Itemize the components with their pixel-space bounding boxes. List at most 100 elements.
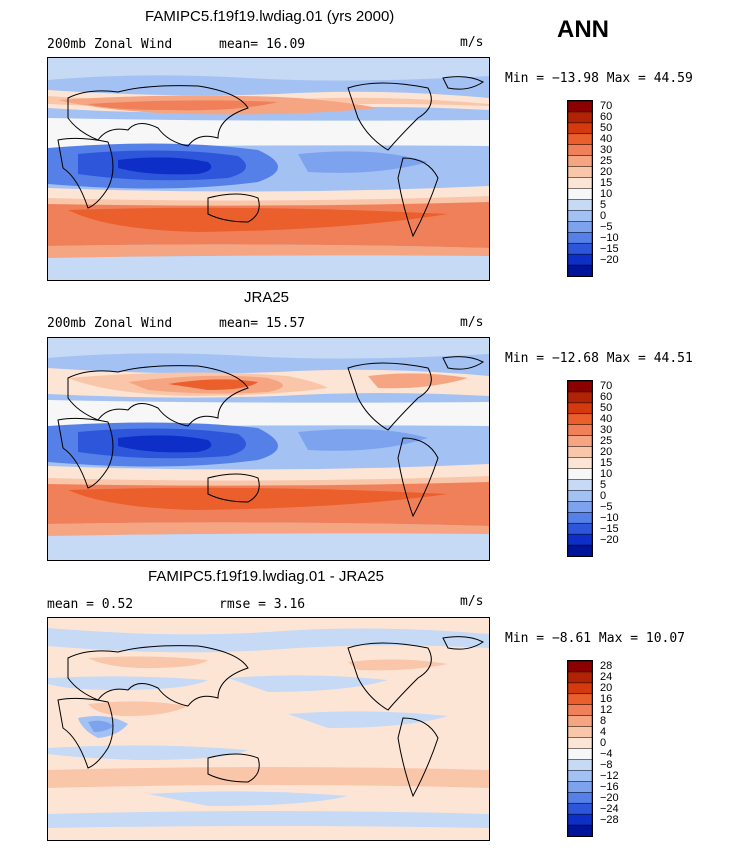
panel1-map bbox=[47, 57, 490, 281]
panel2-map bbox=[47, 337, 490, 561]
colorbar-swatch bbox=[568, 133, 592, 146]
colorbar-swatch bbox=[568, 232, 592, 244]
panel1-tick: −20 bbox=[600, 254, 619, 266]
panel2-tick: −20 bbox=[600, 534, 619, 546]
panel3-tick: 24 bbox=[600, 671, 613, 683]
colorbar-swatch bbox=[568, 748, 592, 761]
panel3-tick: 16 bbox=[600, 693, 613, 705]
panel3-rmse: rmse = 3.16 bbox=[219, 597, 306, 612]
panel1-tick: 5 bbox=[600, 199, 607, 211]
panel1-tick: −10 bbox=[600, 232, 619, 244]
panel2-tick: −5 bbox=[600, 501, 613, 513]
panel2-field-label: 200mb Zonal Wind bbox=[47, 316, 173, 331]
panel1-tick: 15 bbox=[600, 177, 613, 189]
panel3-tick: 0 bbox=[600, 737, 607, 749]
colorbar-swatch bbox=[568, 199, 592, 212]
colorbar-swatch bbox=[568, 533, 592, 546]
colorbar-swatch bbox=[568, 802, 592, 815]
panel2-tick: −15 bbox=[600, 523, 619, 535]
panel1-tick: 0 bbox=[600, 210, 607, 222]
panel1-colorbar bbox=[567, 100, 593, 277]
panel3-units: m/s bbox=[460, 594, 484, 609]
panel3-tick: −12 bbox=[600, 770, 619, 782]
colorbar-swatch bbox=[568, 781, 592, 793]
colorbar-swatch bbox=[568, 413, 592, 426]
colorbar-swatch bbox=[568, 522, 592, 535]
panel3-tick: 8 bbox=[600, 715, 607, 727]
panel3-tick: −20 bbox=[600, 792, 619, 804]
panel3-title: FAMIPC5.f19f19.lwdiag.01 - JRA25 bbox=[148, 568, 384, 585]
panel1-tick: 30 bbox=[600, 144, 613, 156]
panel3-tick: 4 bbox=[600, 726, 607, 738]
colorbar-swatch bbox=[568, 155, 592, 168]
panel3-minmax: Min = −8.61 Max = 10.07 bbox=[505, 631, 686, 646]
panel2-tick: 70 bbox=[600, 380, 613, 392]
colorbar-swatch bbox=[568, 101, 592, 113]
panel1-tick: 50 bbox=[600, 122, 613, 134]
colorbar-swatch bbox=[568, 210, 592, 223]
panel3-tick: 20 bbox=[600, 682, 613, 694]
colorbar-swatch bbox=[568, 770, 592, 783]
panel2-tick: 40 bbox=[600, 413, 613, 425]
panel1-mean: mean= 16.09 bbox=[219, 37, 306, 52]
colorbar-swatch bbox=[568, 512, 592, 524]
panel3-map bbox=[47, 617, 490, 841]
colorbar-swatch bbox=[568, 661, 592, 673]
panel1-tick: 25 bbox=[600, 155, 613, 167]
colorbar-swatch bbox=[568, 391, 592, 404]
colorbar-swatch bbox=[568, 479, 592, 492]
colorbar-swatch bbox=[568, 813, 592, 826]
colorbar-swatch bbox=[568, 166, 592, 179]
colorbar-swatch bbox=[568, 435, 592, 448]
colorbar-swatch bbox=[568, 177, 592, 190]
colorbar-swatch bbox=[568, 468, 592, 481]
colorbar-swatch bbox=[568, 737, 592, 750]
colorbar-swatch bbox=[568, 682, 592, 695]
panel1-units: m/s bbox=[460, 35, 484, 50]
panel3-tick: 28 bbox=[600, 660, 613, 672]
colorbar-swatch bbox=[568, 704, 592, 717]
colorbar-swatch bbox=[568, 544, 592, 556]
panel3-mean: mean = 0.52 bbox=[47, 597, 134, 612]
panel3-tick: −4 bbox=[600, 748, 613, 760]
colorbar-swatch bbox=[568, 490, 592, 503]
panel2-tick: 15 bbox=[600, 457, 613, 469]
panel2-tick: 5 bbox=[600, 479, 607, 491]
panel2-minmax: Min = −12.68 Max = 44.51 bbox=[505, 351, 693, 366]
panel2-tick: −10 bbox=[600, 512, 619, 524]
colorbar-swatch bbox=[568, 122, 592, 135]
colorbar-swatch bbox=[568, 264, 592, 276]
panel3-tick: 12 bbox=[600, 704, 613, 716]
colorbar-swatch bbox=[568, 253, 592, 266]
panel1-tick: 20 bbox=[600, 166, 613, 178]
panel2-mean: mean= 15.57 bbox=[219, 316, 306, 331]
colorbar-swatch bbox=[568, 759, 592, 772]
panel3-tick: −16 bbox=[600, 781, 619, 793]
colorbar-swatch bbox=[568, 457, 592, 470]
panel2-tick: 50 bbox=[600, 402, 613, 414]
panel2-tick: 30 bbox=[600, 424, 613, 436]
panel2-tick: 20 bbox=[600, 446, 613, 458]
colorbar-swatch bbox=[568, 242, 592, 255]
panel1-tick: 10 bbox=[600, 188, 613, 200]
panel1-tick: −5 bbox=[600, 221, 613, 233]
colorbar-swatch bbox=[568, 446, 592, 459]
colorbar-swatch bbox=[568, 221, 592, 233]
season-label: ANN bbox=[557, 16, 609, 43]
colorbar-swatch bbox=[568, 111, 592, 124]
panel1-tick: 70 bbox=[600, 100, 613, 112]
panel2-units: m/s bbox=[460, 315, 484, 330]
colorbar-swatch bbox=[568, 693, 592, 706]
panel3-tick: −8 bbox=[600, 759, 613, 771]
colorbar-swatch bbox=[568, 402, 592, 415]
colorbar-swatch bbox=[568, 381, 592, 393]
colorbar-swatch bbox=[568, 144, 592, 157]
panel1-tick: −15 bbox=[600, 243, 619, 255]
panel2-title: JRA25 bbox=[244, 289, 290, 306]
panel2-tick: 10 bbox=[600, 468, 613, 480]
panel2-tick: 60 bbox=[600, 391, 613, 403]
panel2-tick: 25 bbox=[600, 435, 613, 447]
panel2-colorbar bbox=[567, 380, 593, 557]
panel1-tick: 60 bbox=[600, 111, 613, 123]
panel3-tick: −28 bbox=[600, 814, 619, 826]
